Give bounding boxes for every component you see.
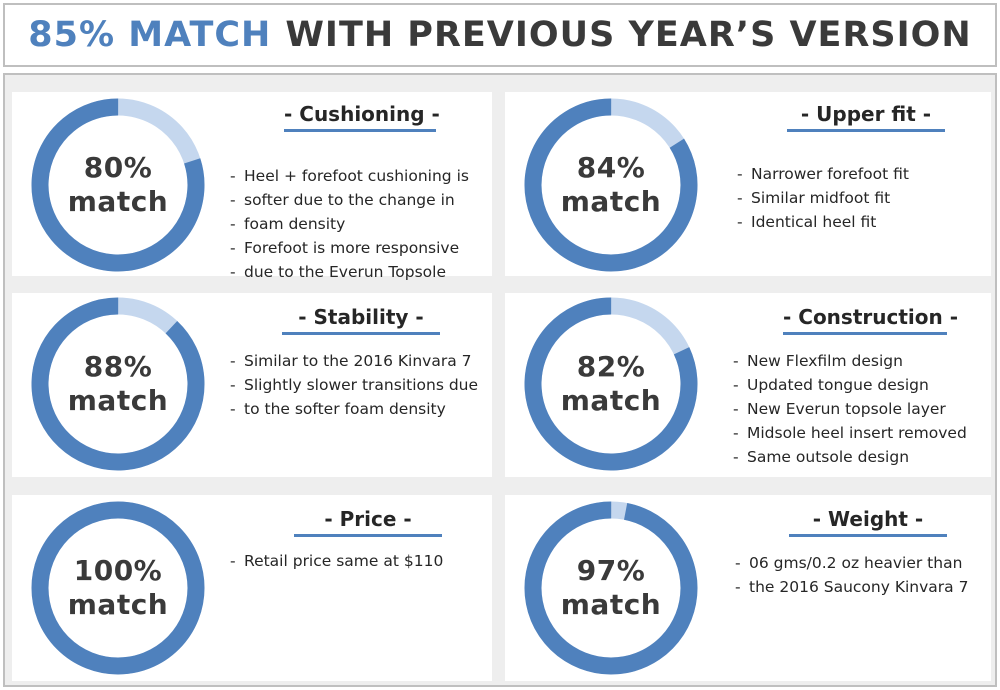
ring-percent: 97% bbox=[576, 554, 646, 587]
ring-graphic bbox=[524, 98, 698, 272]
bullet-item: 06 gms/0.2 oz heavier than bbox=[735, 551, 968, 575]
bullet-list: Narrower forefoot fitSimilar midfoot fit… bbox=[737, 162, 909, 234]
bullet-list: New Flexfilm designUpdated tongue design… bbox=[733, 349, 967, 469]
card-heading: - Construction - bbox=[783, 305, 958, 335]
ring-match-label: match bbox=[67, 384, 169, 417]
bullet-list: Retail price same at $110 bbox=[230, 549, 443, 573]
bullet-item: foam density bbox=[230, 212, 469, 236]
card-cushioning: 80% match - Cushioning - Heel + forefoot… bbox=[12, 92, 492, 284]
bullet-list: Heel + forefoot cushioning issofter due … bbox=[230, 164, 469, 284]
bullet-item: Narrower forefoot fit bbox=[737, 162, 909, 186]
match-ring: 82% match bbox=[523, 296, 699, 472]
bullet-item: Identical heel fit bbox=[737, 210, 909, 234]
bullet-item: Retail price same at $110 bbox=[230, 549, 443, 573]
ring-percent: 100% bbox=[73, 554, 163, 587]
card-price: 100% match - Price - Retail price same a… bbox=[12, 495, 492, 681]
ring-graphic bbox=[524, 501, 698, 675]
ring-match-label: match bbox=[67, 588, 169, 621]
ring-percent: 82% bbox=[576, 350, 646, 383]
ring-graphic bbox=[31, 501, 205, 675]
card-construction: 82% match - Construction - New Flexfilm … bbox=[505, 293, 991, 477]
match-ring: 80% match bbox=[30, 97, 206, 273]
ring-percent: 88% bbox=[83, 350, 153, 383]
ring-match-arc bbox=[524, 297, 698, 471]
bullet-item: Slightly slower transitions due bbox=[230, 373, 478, 397]
ring-match-label: match bbox=[560, 384, 662, 417]
bullet-item: the 2016 Saucony Kinvara 7 bbox=[735, 575, 968, 599]
ring-match-arc bbox=[524, 98, 698, 272]
match-ring: 100% match bbox=[30, 500, 206, 676]
bullet-item: Heel + forefoot cushioning is bbox=[230, 164, 469, 188]
ring-match-label: match bbox=[560, 185, 662, 218]
card-heading: - Weight - bbox=[789, 507, 947, 537]
ring-graphic bbox=[524, 297, 698, 471]
page-title: 85% MATCH WITH PREVIOUS YEAR’S VERSION bbox=[3, 3, 997, 67]
bullet-item: Similar to the 2016 Kinvara 7 bbox=[230, 349, 478, 373]
match-ring: 97% match bbox=[523, 500, 699, 676]
title-rest: WITH PREVIOUS YEAR’S VERSION bbox=[285, 15, 972, 55]
ring-percent: 84% bbox=[576, 151, 646, 184]
bullet-item: New Flexfilm design bbox=[733, 349, 967, 373]
ring-match-label: match bbox=[67, 185, 169, 218]
bullet-item: Midsole heel insert removed bbox=[733, 421, 967, 445]
title-accent: 85% MATCH bbox=[28, 15, 272, 55]
card-weight: 97% match - Weight - 06 gms/0.2 oz heavi… bbox=[505, 495, 991, 681]
ring-percent: 80% bbox=[83, 151, 153, 184]
card-upper-fit: 84% match - Upper fit - Narrower forefoo… bbox=[505, 92, 991, 276]
bullet-item: Same outsole design bbox=[733, 445, 967, 469]
comparison-grid: 80% match - Cushioning - Heel + forefoot… bbox=[3, 73, 997, 687]
ring-match-label: match bbox=[560, 588, 662, 621]
bullet-item: to the softer foam density bbox=[230, 397, 478, 421]
bullet-item: due to the Everun Topsole bbox=[230, 260, 469, 284]
ring-match-arc bbox=[31, 501, 205, 675]
bullet-item: Forefoot is more responsive bbox=[230, 236, 469, 260]
card-heading: - Cushioning - bbox=[284, 102, 440, 132]
bullet-item: Similar midfoot fit bbox=[737, 186, 909, 210]
match-ring: 84% match bbox=[523, 97, 699, 273]
card-heading: - Upper fit - bbox=[787, 102, 945, 132]
card-heading: - Stability - bbox=[282, 305, 440, 335]
bullet-item: softer due to the change in bbox=[230, 188, 469, 212]
match-ring: 88% match bbox=[30, 296, 206, 472]
ring-graphic bbox=[31, 297, 205, 471]
bullet-list: Similar to the 2016 Kinvara 7Slightly sl… bbox=[230, 349, 478, 421]
card-stability: 88% match - Stability - Similar to the 2… bbox=[12, 293, 492, 477]
card-heading: - Price - bbox=[294, 507, 442, 537]
bullet-item: Updated tongue design bbox=[733, 373, 967, 397]
bullet-item: New Everun topsole layer bbox=[733, 397, 967, 421]
ring-graphic bbox=[31, 98, 205, 272]
bullet-list: 06 gms/0.2 oz heavier thanthe 2016 Sauco… bbox=[735, 551, 968, 599]
